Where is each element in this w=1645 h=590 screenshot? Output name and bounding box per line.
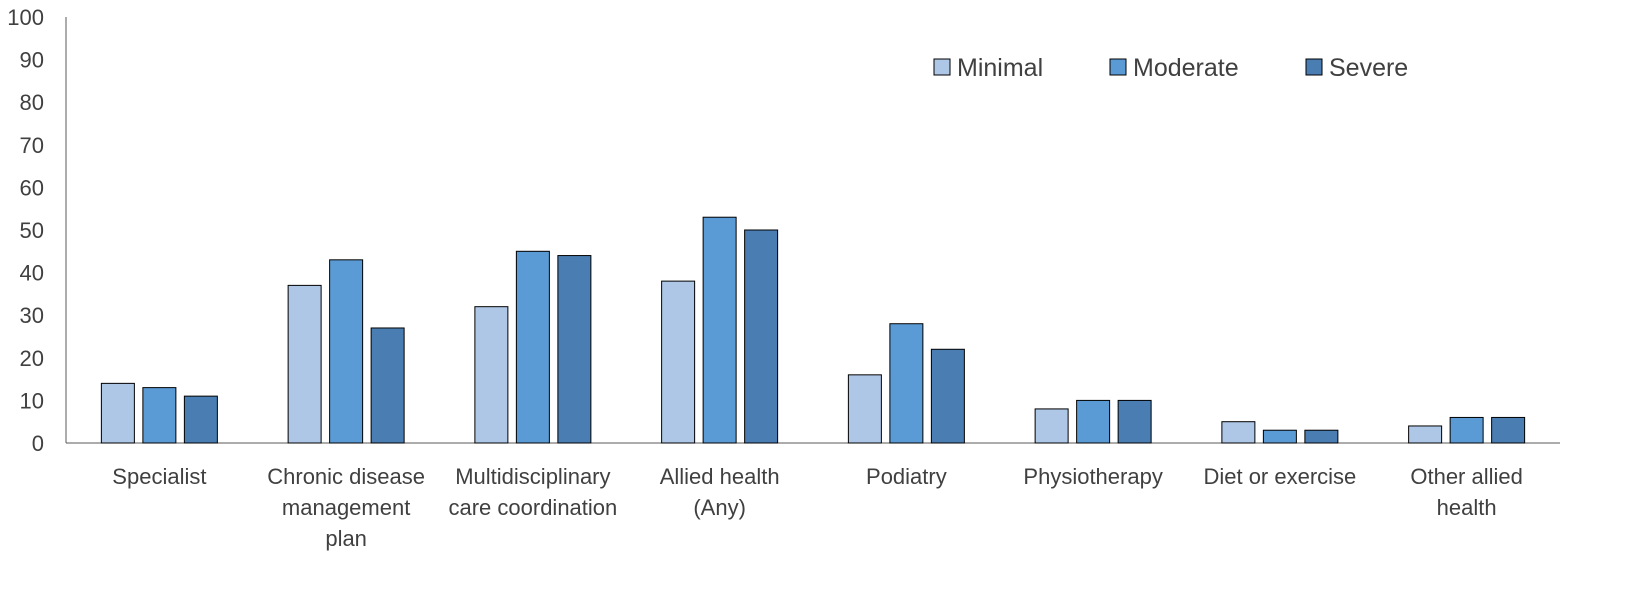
x-category-label: Chronic disease management plan	[267, 464, 425, 551]
bar-minimal-4	[847, 374, 882, 444]
bar-minimal-0	[100, 382, 135, 444]
legend-swatch-severe	[1305, 58, 1323, 76]
x-category-label: Multidisciplinary care coordination	[448, 464, 617, 520]
y-tick-label: 80	[20, 90, 44, 115]
bar-severe-3	[744, 229, 779, 444]
bar-moderate-3	[702, 216, 737, 444]
y-tick-label: 40	[20, 261, 44, 286]
bar-minimal-2	[474, 306, 509, 444]
x-category-label: Other allied health	[1410, 464, 1523, 520]
y-tick-label: 100	[7, 5, 44, 30]
x-category-label-line: health	[1437, 495, 1497, 520]
legend-label-severe: Severe	[1329, 54, 1408, 82]
x-axis: Specialist Chronic disease management plan M…	[66, 442, 1560, 551]
x-category-label-line: Diet or exercise	[1203, 464, 1356, 489]
bar-moderate-0	[142, 387, 177, 444]
bar-moderate-7	[1449, 416, 1484, 444]
legend-swatch-minimal	[933, 58, 951, 76]
x-category-label-line: plan	[325, 526, 367, 551]
bar-severe-0	[183, 395, 218, 444]
x-category-label-line: Physiotherapy	[1023, 464, 1162, 489]
legend-label-minimal: Minimal	[957, 54, 1043, 82]
bar-severe-1	[370, 327, 405, 444]
y-tick-label: 90	[20, 48, 44, 73]
legend: Minimal Moderate Severe	[933, 54, 1408, 82]
x-category-label-line: Podiatry	[866, 464, 947, 489]
x-category-label-line: Multidisciplinary	[455, 464, 610, 489]
x-category-label-line: Chronic disease	[267, 464, 425, 489]
bar-minimal-6	[1221, 421, 1256, 444]
bar-moderate-6	[1262, 429, 1297, 444]
bar-moderate-4	[889, 323, 924, 444]
y-tick-label: 0	[32, 431, 44, 456]
bar-severe-7	[1491, 416, 1526, 444]
y-axis: 0 10 20 30 40 50 60 70 80 90 100	[7, 5, 67, 456]
bar-moderate-5	[1076, 399, 1111, 444]
bar-minimal-5	[1034, 408, 1069, 444]
bar-minimal-1	[287, 284, 322, 444]
x-category-label: Diet or exercise	[1203, 464, 1356, 489]
y-tick-label: 60	[20, 175, 44, 200]
x-category-label-line: management	[282, 495, 410, 520]
x-category-label-line: Allied health	[660, 464, 780, 489]
x-category-label-line: care coordination	[448, 495, 617, 520]
x-category-label-line: Specialist	[112, 464, 206, 489]
x-category-label-line: Other allied	[1410, 464, 1523, 489]
bars	[100, 216, 1526, 444]
bar-severe-2	[557, 255, 592, 444]
bar-minimal-7	[1408, 425, 1443, 444]
y-tick-label: 20	[20, 346, 44, 371]
x-category-label-line: (Any)	[693, 495, 746, 520]
legend-swatch-moderate	[1109, 58, 1127, 76]
x-category-label: Physiotherapy	[1023, 464, 1162, 489]
bar-severe-5	[1117, 399, 1152, 444]
y-tick-label: 10	[20, 388, 44, 413]
y-tick-label: 70	[20, 133, 44, 158]
bar-moderate-2	[515, 250, 550, 444]
x-category-label: Allied health (Any)	[660, 464, 780, 520]
x-category-label: Specialist	[112, 464, 206, 489]
y-tick-label: 50	[20, 218, 44, 243]
bar-moderate-1	[329, 259, 364, 444]
y-tick-label: 30	[20, 303, 44, 328]
bar-severe-4	[930, 348, 965, 444]
x-category-label: Podiatry	[866, 464, 947, 489]
legend-label-moderate: Moderate	[1133, 54, 1239, 82]
bar-severe-6	[1304, 429, 1339, 444]
bar-minimal-3	[661, 280, 696, 444]
